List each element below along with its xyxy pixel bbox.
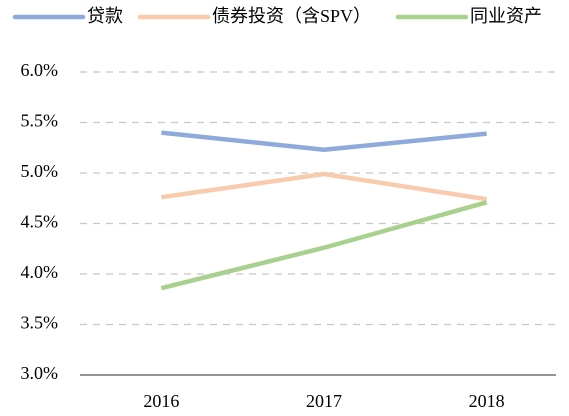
y-tick-label: 3.0% bbox=[21, 363, 59, 383]
y-tick-label: 6.0% bbox=[21, 60, 59, 80]
series-line bbox=[160, 200, 488, 291]
legend-label: 同业资产 bbox=[470, 6, 542, 26]
legend-label: 贷款 bbox=[87, 6, 123, 26]
y-tick-label: 4.0% bbox=[21, 262, 59, 282]
x-tick-label: 2018 bbox=[469, 391, 505, 411]
y-tick-label: 4.5% bbox=[21, 212, 59, 232]
y-tick-label: 3.5% bbox=[21, 313, 59, 333]
y-tick-label: 5.0% bbox=[21, 161, 59, 181]
legend-label: 债券投资（含SPV） bbox=[212, 6, 371, 26]
y-tick-label: 5.5% bbox=[21, 111, 59, 131]
series-line bbox=[161, 130, 487, 153]
series-line bbox=[161, 171, 488, 202]
x-tick-label: 2017 bbox=[306, 391, 342, 411]
x-tick-label: 2016 bbox=[143, 391, 179, 411]
